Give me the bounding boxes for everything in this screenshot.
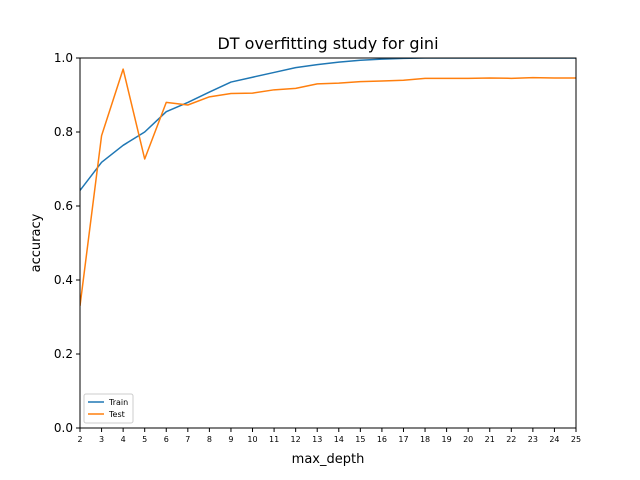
y-tick-label: 0.2 — [54, 347, 73, 361]
x-tick-label: 12 — [291, 435, 301, 444]
plot-area — [80, 58, 576, 428]
x-tick-label: 7 — [185, 435, 190, 444]
x-tick-label: 13 — [312, 435, 322, 444]
y-tick-label: 0.4 — [54, 273, 73, 287]
y-axis-ticks: 0.0 0.2 0.4 0.6 0.8 1.0 — [54, 51, 80, 435]
y-axis-label: accuracy — [29, 213, 44, 272]
legend-label-test: Test — [108, 410, 125, 419]
series-line-train — [80, 58, 576, 191]
x-tick-label: 5 — [142, 435, 147, 444]
x-tick-label: 4 — [121, 435, 126, 444]
x-tick-label: 3 — [99, 435, 104, 444]
y-tick-label: 0.0 — [54, 421, 73, 435]
x-tick-label: 17 — [398, 435, 408, 444]
x-tick-label: 14 — [334, 435, 344, 444]
legend-label-train: Train — [108, 398, 128, 407]
plot-frame — [79, 57, 577, 429]
x-tick-label: 20 — [463, 435, 473, 444]
x-tick-label: 9 — [228, 435, 233, 444]
x-axis-ticks: 2 3 4 5 6 7 8 9 10 11 12 13 14 15 16 17 18 19 20 21 22 23 24 25 — [77, 428, 581, 444]
x-tick-label: 19 — [442, 435, 452, 444]
y-tick-label: 0.8 — [54, 125, 73, 139]
x-tick-label: 16 — [377, 435, 387, 444]
x-tick-label: 11 — [269, 435, 279, 444]
y-tick-label: 0.6 — [54, 199, 73, 213]
x-tick-label: 23 — [528, 435, 538, 444]
legend: Train Test — [83, 393, 134, 424]
x-tick-label: 18 — [420, 435, 430, 444]
x-tick-label: 24 — [549, 435, 559, 444]
chart-title: DT overfitting study for gini — [217, 34, 438, 53]
x-tick-label: 6 — [164, 435, 169, 444]
x-tick-label: 15 — [355, 435, 365, 444]
series-layer — [80, 58, 576, 306]
x-tick-label: 2 — [77, 435, 82, 444]
x-tick-label: 21 — [485, 435, 495, 444]
x-tick-label: 25 — [571, 435, 581, 444]
y-tick-label: 1.0 — [54, 51, 73, 65]
x-axis-label: max_depth — [292, 452, 365, 467]
series-line-test — [80, 68, 576, 306]
x-tick-label: 8 — [207, 435, 212, 444]
x-tick-label: 10 — [247, 435, 257, 444]
x-tick-label: 22 — [506, 435, 516, 444]
